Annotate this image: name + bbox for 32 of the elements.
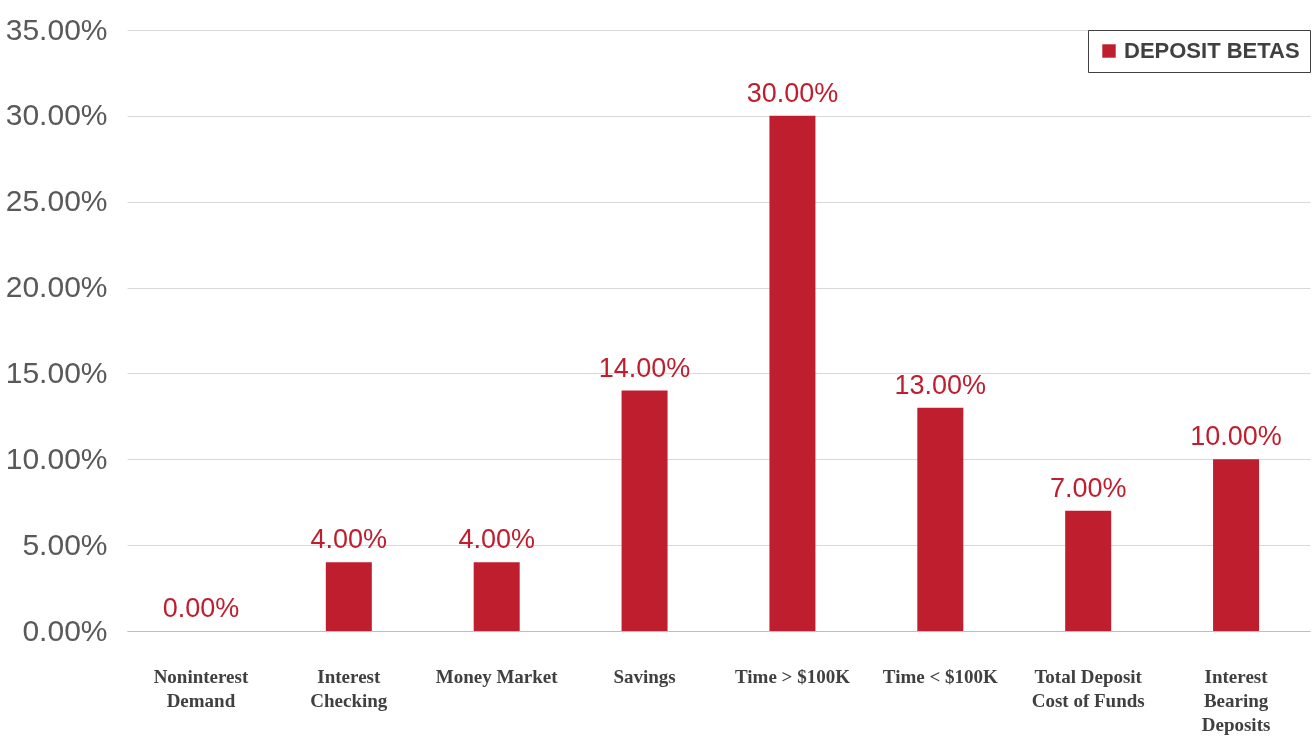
x-tick-label: Interest Bearing Deposits bbox=[1201, 665, 1271, 735]
x-tick-label: Savings bbox=[613, 665, 676, 687]
data-label: 10.00% bbox=[1190, 421, 1282, 452]
data-label: 4.00% bbox=[310, 524, 388, 555]
x-tick-label: Interest Checking bbox=[310, 665, 388, 711]
y-tick-label: 0.00% bbox=[22, 613, 108, 647]
x-tick-label: Money Market bbox=[435, 665, 559, 687]
data-label: 7.00% bbox=[1049, 472, 1127, 503]
data-label: 0.00% bbox=[162, 593, 240, 623]
data-label: 13.00% bbox=[894, 369, 987, 400]
x-tick-label: Time > $100K bbox=[734, 665, 851, 687]
x-tick-label: Time < $100K bbox=[882, 665, 999, 687]
y-tick-label: 30.00% bbox=[5, 98, 108, 132]
y-tick-label: 5.00% bbox=[22, 527, 108, 561]
y-tick-label: 15.00% bbox=[5, 355, 108, 389]
bar bbox=[621, 390, 668, 631]
bar bbox=[917, 407, 964, 631]
x-tick-label: Total Deposit Cost of Funds bbox=[1031, 665, 1145, 711]
bar bbox=[1213, 459, 1260, 631]
y-tick-label: 25.00% bbox=[5, 184, 108, 218]
bar bbox=[325, 562, 372, 631]
data-label: 4.00% bbox=[458, 524, 535, 555]
legend-label: DEPOSIT BETAS bbox=[1124, 38, 1300, 63]
x-tick-label: Noninterest Demand bbox=[153, 665, 249, 711]
bar bbox=[769, 115, 816, 631]
bar bbox=[1065, 510, 1112, 631]
y-tick-label: 10.00% bbox=[5, 441, 108, 475]
data-label: 30.00% bbox=[746, 77, 839, 108]
y-tick-label: 20.00% bbox=[5, 270, 108, 304]
y-tick-label: 35.00% bbox=[5, 12, 108, 46]
data-label: 14.00% bbox=[598, 352, 691, 383]
bar bbox=[473, 562, 520, 631]
